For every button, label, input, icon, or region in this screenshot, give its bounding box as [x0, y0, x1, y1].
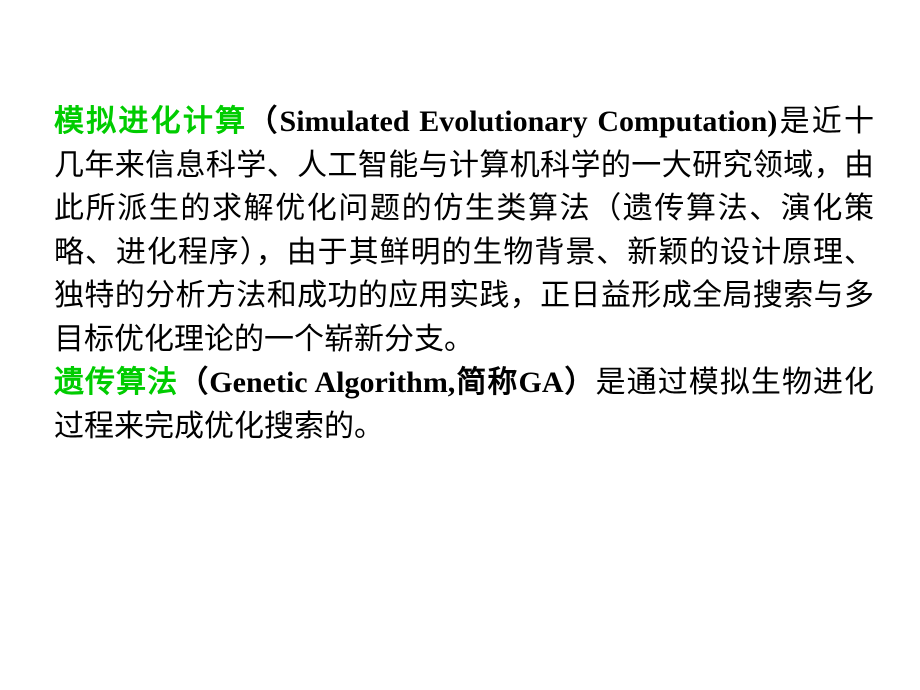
english-ga-b: GA — [518, 366, 563, 399]
english-ga-a: Genetic Algorithm, — [209, 366, 455, 399]
paren-close-2: ） — [563, 366, 595, 399]
mid-text: 简称 — [455, 366, 518, 399]
term-sec: 模拟进化计算 — [54, 105, 247, 138]
paren-open-1: （ — [247, 105, 279, 138]
para1-body: 是近十几年来信息科学、人工智能与计算机科学的一大研究领域，由此所派生的求解优化问… — [54, 105, 874, 356]
slide: 模拟进化计算（Simulated Evolutionary Computatio… — [0, 0, 920, 690]
slide-body-text: 模拟进化计算（Simulated Evolutionary Computatio… — [54, 100, 874, 448]
paren-open-2: （ — [178, 366, 209, 399]
term-ga: 遗传算法 — [54, 366, 178, 399]
english-sec: Simulated Evolutionary Computation) — [280, 105, 778, 138]
